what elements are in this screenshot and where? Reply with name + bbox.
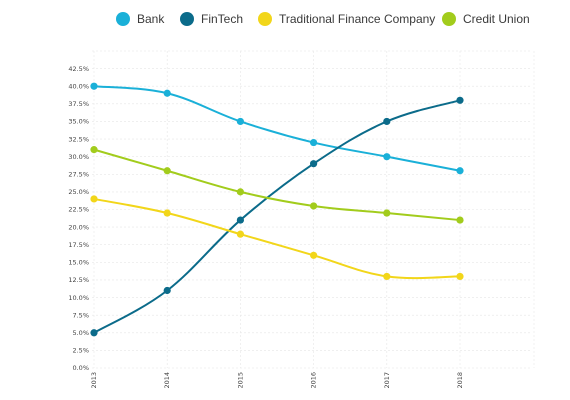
legend: Bank FinTech Traditional Finance Company… — [0, 0, 570, 40]
data-point-fintech — [236, 216, 244, 224]
grid — [92, 50, 535, 369]
y-axis-ticks: 0.0% 2.5% 5.0% 7.5% 10.0% 12.5% 15.0% 17.5% 20.0… — [68, 65, 89, 372]
y-tick-label: 20.0% — [68, 223, 89, 231]
data-point-bank — [163, 89, 171, 97]
x-tick-label: 2013 — [90, 372, 98, 389]
data-point-fintech — [163, 286, 171, 295]
legend-label-bank: Bank — [137, 12, 165, 26]
y-tick-label: 32.5% — [68, 135, 89, 143]
y-tick-label: 25.0% — [68, 188, 89, 196]
legend-item-bank: Bank — [116, 12, 164, 26]
y-tick-label: 2.5% — [72, 347, 89, 355]
y-tick-label: 0.0% — [72, 364, 89, 372]
data-point-fintech — [456, 96, 464, 104]
y-tick-label: 35.0% — [68, 118, 89, 126]
data-point-fintech — [310, 160, 318, 168]
legend-item-fintech: FinTech — [180, 12, 243, 26]
legend-item-traditional-finance: Traditional Finance Company — [258, 12, 435, 26]
x-tick-label: 2014 — [163, 372, 171, 389]
series-line-credit-union — [93, 148, 461, 222]
legend-swatch-bank — [116, 12, 130, 26]
y-tick-label: 5.0% — [72, 329, 89, 337]
data-point-traditional-finance-company — [383, 272, 391, 281]
legend-label-credit-union: Credit Union — [463, 12, 530, 26]
data-point-fintech — [90, 329, 98, 337]
data-point-bank — [90, 82, 98, 90]
y-tick-label: 40.0% — [68, 82, 89, 90]
y-tick-label: 42.5% — [68, 65, 89, 73]
data-point-bank — [456, 167, 464, 175]
data-point-credit-union — [90, 146, 98, 154]
series-line-traditional-finance-company — [93, 197, 461, 280]
data-point-credit-union — [236, 188, 244, 196]
data-point-traditional-finance-company — [456, 272, 464, 281]
x-axis-ticks: 2013 2014 2015 2016 2017 2018 — [90, 372, 464, 389]
data-point-bank — [383, 153, 391, 161]
y-tick-label: 30.0% — [68, 153, 89, 161]
y-tick-label: 15.0% — [68, 259, 89, 267]
series-points — [90, 82, 464, 337]
y-tick-label: 22.5% — [68, 206, 89, 214]
y-tick-label: 17.5% — [68, 241, 89, 249]
legend-label-fintech: FinTech — [201, 12, 244, 26]
legend-item-credit-union: Credit Union — [442, 12, 530, 26]
data-point-credit-union — [163, 167, 171, 175]
x-tick-label: 2016 — [310, 372, 318, 389]
legend-swatch-credit-union — [442, 12, 456, 26]
legend-swatch-fintech — [180, 12, 194, 26]
y-tick-label: 7.5% — [72, 311, 89, 319]
series-line-bank — [93, 85, 461, 172]
legend-label-traditional-finance: Traditional Finance Company — [279, 12, 436, 26]
x-tick-label: 2015 — [236, 372, 244, 389]
data-point-credit-union — [310, 202, 318, 210]
data-point-bank — [236, 117, 244, 126]
legend-swatch-traditional-finance — [258, 12, 272, 26]
data-point-credit-union — [456, 216, 464, 224]
series-line-fintech — [93, 99, 461, 334]
data-point-bank — [310, 138, 318, 147]
data-point-traditional-finance-company — [310, 251, 318, 259]
data-point-traditional-finance-company — [163, 209, 171, 217]
data-point-credit-union — [383, 209, 391, 217]
data-point-fintech — [383, 117, 391, 126]
y-tick-label: 27.5% — [68, 170, 89, 178]
x-tick-label: 2018 — [456, 372, 464, 389]
y-tick-label: 37.5% — [68, 100, 89, 108]
y-tick-label: 12.5% — [68, 276, 89, 284]
data-point-traditional-finance-company — [90, 195, 98, 203]
x-tick-label: 2017 — [383, 372, 391, 389]
data-point-traditional-finance-company — [236, 230, 244, 238]
y-tick-label: 10.0% — [68, 294, 89, 302]
